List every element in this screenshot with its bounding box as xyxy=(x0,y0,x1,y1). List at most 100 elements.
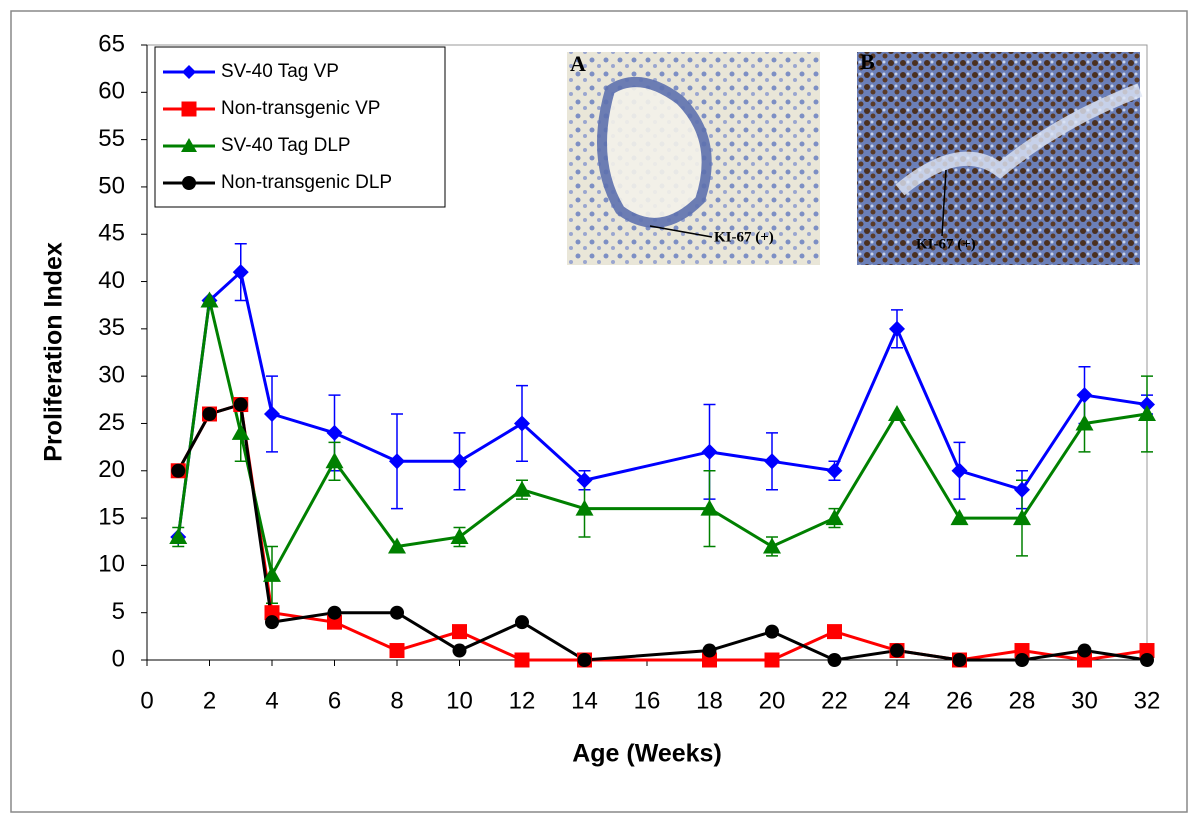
marker xyxy=(765,624,779,639)
x-tick-label: 30 xyxy=(1071,687,1098,714)
x-axis-title: Age (Weeks) xyxy=(572,740,722,768)
x-tick-label: 12 xyxy=(509,687,536,714)
x-tick-label: 2 xyxy=(203,687,216,714)
marker xyxy=(388,537,406,554)
marker xyxy=(325,452,344,469)
x-tick-label: 4 xyxy=(265,687,278,714)
marker xyxy=(390,605,404,620)
legend-label: Non-transgenic VP xyxy=(221,98,380,119)
marker xyxy=(263,565,281,582)
y-tick-label: 55 xyxy=(98,125,125,152)
marker xyxy=(701,443,718,460)
marker xyxy=(169,528,188,544)
marker xyxy=(888,405,906,421)
annotation: KI-67 (+) xyxy=(916,236,976,252)
y-tick-label: 0 xyxy=(112,645,125,672)
inset-image xyxy=(857,52,1140,265)
marker xyxy=(952,653,967,667)
marker xyxy=(950,509,969,526)
marker xyxy=(514,652,530,668)
marker xyxy=(1139,396,1155,413)
legend-box xyxy=(154,46,446,208)
marker xyxy=(171,463,186,478)
marker xyxy=(327,605,342,620)
marker xyxy=(514,415,530,432)
marker xyxy=(452,643,467,658)
x-tick-label: 14 xyxy=(571,687,598,714)
marker xyxy=(233,397,248,412)
x-tick-label: 22 xyxy=(821,687,848,714)
marker xyxy=(1077,643,1092,658)
marker xyxy=(450,528,469,544)
marker xyxy=(1013,509,1031,526)
marker xyxy=(700,499,719,516)
marker xyxy=(389,453,405,470)
legend-label: SV-40 Tag VP xyxy=(221,61,339,82)
marker xyxy=(890,643,904,658)
marker xyxy=(576,472,593,489)
marker xyxy=(1140,653,1154,667)
y-tick-label: 25 xyxy=(98,409,125,436)
inset-label: B xyxy=(860,49,875,74)
x-tick-label: 26 xyxy=(946,687,973,714)
frame xyxy=(10,10,1188,813)
marker xyxy=(889,320,905,337)
marker xyxy=(389,643,405,659)
marker xyxy=(1014,481,1030,498)
y-axis-title: Proliferation Index xyxy=(40,242,68,462)
series-line xyxy=(176,269,1148,538)
marker xyxy=(764,453,780,470)
marker xyxy=(181,138,197,152)
inset-shape xyxy=(895,83,1143,196)
x-tick-label: 8 xyxy=(390,687,403,714)
series-line xyxy=(176,402,1148,662)
y-tick-label: 40 xyxy=(98,267,125,294)
marker xyxy=(1075,414,1094,431)
y-tick-label: 10 xyxy=(98,551,125,578)
y-tick-label: 35 xyxy=(98,314,125,341)
y-tick-label: 65 xyxy=(98,30,125,57)
y-tick-label: 60 xyxy=(98,78,125,105)
legend-label: SV-40 Tag DLP xyxy=(221,135,351,156)
marker xyxy=(265,615,279,630)
x-tick-label: 32 xyxy=(1134,687,1161,714)
inset-b xyxy=(857,52,1143,265)
annotation-arrow xyxy=(941,169,947,237)
marker xyxy=(231,423,250,440)
x-tick-label: 16 xyxy=(634,687,661,714)
marker xyxy=(200,291,219,308)
legend-label: Non-transgenic DLP xyxy=(221,172,392,193)
marker xyxy=(326,424,343,441)
marker xyxy=(1015,653,1029,667)
marker xyxy=(827,653,842,667)
marker xyxy=(764,652,780,668)
x-tick-label: 20 xyxy=(759,687,786,714)
y-tick-label: 15 xyxy=(98,503,125,530)
marker xyxy=(763,537,781,554)
marker xyxy=(181,101,197,117)
marker xyxy=(202,407,217,421)
marker xyxy=(232,264,249,281)
marker xyxy=(1138,405,1156,421)
y-tick-label: 45 xyxy=(98,220,125,247)
x-tick-label: 24 xyxy=(884,687,911,714)
marker xyxy=(182,176,196,190)
x-tick-label: 6 xyxy=(328,687,341,714)
y-tick-label: 50 xyxy=(98,172,125,199)
x-tick-label: 0 xyxy=(140,687,153,714)
marker xyxy=(575,499,594,516)
inset-shape xyxy=(597,77,712,228)
marker xyxy=(827,624,842,640)
marker xyxy=(577,653,592,667)
inset-label: A xyxy=(570,51,586,76)
x-tick-label: 28 xyxy=(1009,687,1036,714)
annotation-arrow xyxy=(649,225,713,238)
y-tick-label: 30 xyxy=(98,361,125,388)
x-tick-label: 10 xyxy=(446,687,473,714)
marker xyxy=(451,453,468,470)
x-tick-label: 18 xyxy=(696,687,723,714)
marker xyxy=(182,65,196,79)
marker xyxy=(825,509,844,526)
annotation: KI-67 (+) xyxy=(714,229,774,245)
